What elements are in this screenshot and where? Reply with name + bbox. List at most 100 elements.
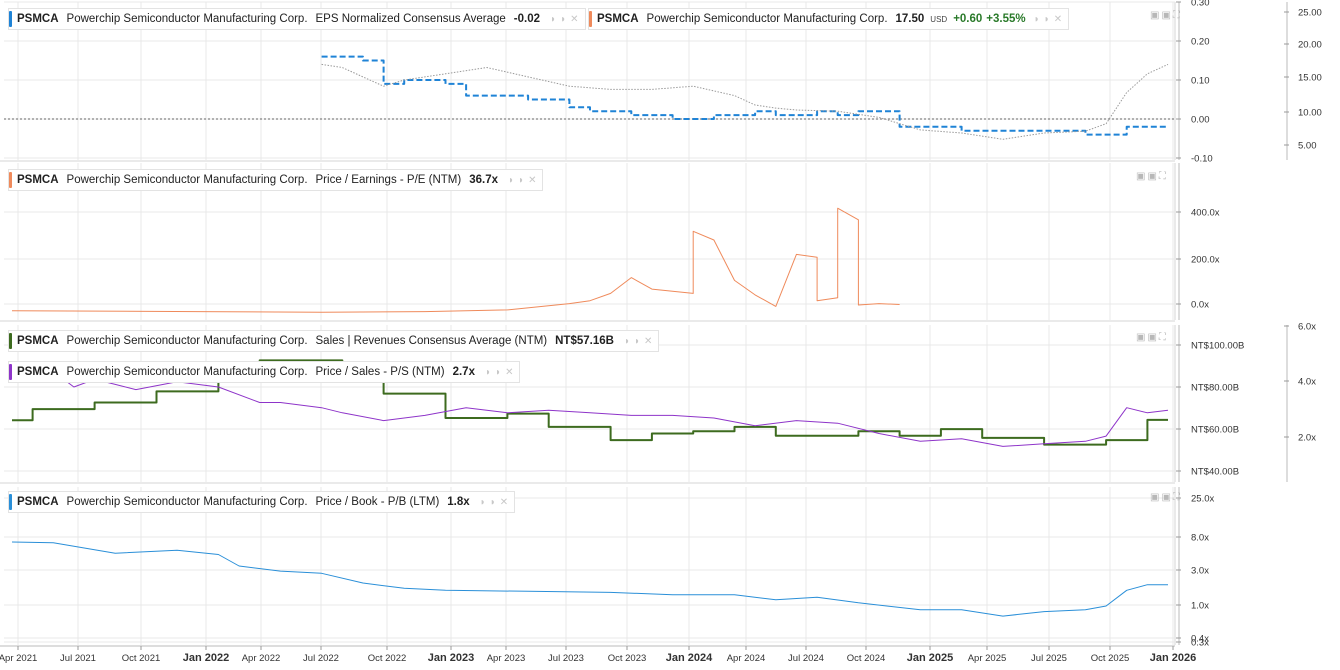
x-tick-label: Jul 2022 (303, 653, 339, 664)
legend-company: Powerchip Semiconductor Manufacturing Co… (66, 366, 308, 378)
legend-ticker: PSMCA (17, 335, 59, 347)
series-line-3-0 (11, 541, 1168, 617)
close-icon[interactable]: ✕ (570, 13, 579, 25)
legend-company: Powerchip Semiconductor Manufacturing Co… (66, 13, 308, 25)
y-axis-3-0: 25.0x 8.0x 3.0x 1.0x 0.4x0.3x (1176, 487, 1214, 649)
legend-ticker: PSMCA (17, 174, 59, 186)
drop-icon[interactable]: ◗ (560, 13, 567, 25)
legend-ticker: PSMCA (597, 13, 639, 25)
x-tick-label: Oct 2022 (368, 653, 407, 664)
x-tick-label: Apr 2023 (487, 653, 526, 664)
drop-icon[interactable]: ◗ (550, 13, 557, 25)
y-tick-label: 0.00 (1191, 115, 1210, 126)
x-tick-label: Apr 2025 (968, 653, 1007, 664)
y-tick-label: NT$40.00B (1191, 467, 1239, 478)
drop-icon[interactable]: ◗ (479, 496, 486, 508)
y-axis-2-0: NT$100.00B NT$80.00B NT$60.00B NT$40.00B (1176, 325, 1244, 482)
y-tick-label: 3.0x (1191, 566, 1209, 577)
panel-controls-icon[interactable]: ▣▣⛶ (1150, 492, 1182, 503)
x-tick-label: Jul 2023 (548, 653, 584, 664)
legend-value: 17.50 (895, 13, 925, 25)
drop-icon[interactable]: ◗ (623, 335, 630, 347)
x-tick-label: Apr 2021 (0, 653, 37, 664)
x-tick-label: Jan 2026 (1150, 652, 1196, 664)
legend-ps[interactable]: PSMCA Powerchip Semiconductor Manufacturi… (8, 361, 521, 383)
legend-sales[interactable]: PSMCA Powerchip Semiconductor Manufacturi… (8, 330, 660, 352)
y-tick-label: NT$60.00B (1191, 425, 1239, 436)
legend-change: +0.60 (953, 13, 983, 25)
legend-pb[interactable]: PSMCA Powerchip Semiconductor Manufacturi… (8, 491, 516, 513)
drop-icon[interactable]: ◗ (1043, 13, 1050, 25)
legend-price[interactable]: PSMCA Powerchip Semiconductor Manufacturi… (588, 8, 1070, 30)
legend-metric: Price / Sales - P/S (NTM) (315, 366, 445, 378)
y-tick-label: NT$100.00B (1191, 341, 1244, 352)
x-axis: Apr 2021 Jul 2021 Oct 2021 Jan 2022 Apr 2022… (0, 645, 1196, 664)
legend-swatch (9, 494, 12, 510)
y-tick-label: -0.10 (1191, 154, 1213, 165)
x-tick-label: Jul 2025 (1031, 653, 1067, 664)
legend-change-pct: +3.55% (986, 13, 1026, 25)
drop-icon[interactable]: ◗ (489, 496, 496, 508)
y-tick-label: 25.0x (1191, 494, 1214, 505)
y-tick-label: 2.0x (1298, 433, 1316, 444)
y-tick-label: 6.0x (1298, 322, 1316, 333)
legend-swatch (9, 364, 12, 380)
legend-ticker: PSMCA (17, 496, 59, 508)
y-tick-label: 0.10 (1191, 76, 1210, 87)
series-line-0-1 (321, 63, 1169, 140)
y-tick-label: 400.0x (1191, 208, 1220, 219)
legend-ticker: PSMCA (17, 13, 59, 25)
y-axis-2-1: 6.0x 4.0x 2.0x (1284, 322, 1316, 482)
panel-controls-icon[interactable]: ▣▣⛶ (1136, 171, 1168, 182)
y-tick-label: 15.00 (1298, 73, 1322, 84)
drop-icon[interactable]: ◗ (508, 174, 515, 186)
drop-icon[interactable]: ◗ (518, 174, 525, 186)
series-line-0-0 (321, 55, 1168, 136)
close-icon[interactable]: ✕ (505, 366, 514, 378)
legend-metric: Price / Book - P/B (LTM) (315, 496, 440, 508)
x-tick-label: Oct 2025 (1091, 653, 1130, 664)
legend-metric: Sales | Revenues Consensus Average (NTM) (315, 335, 548, 347)
drop-icon[interactable]: ◗ (633, 335, 641, 347)
legend-metric: EPS Normalized Consensus Average (315, 13, 506, 25)
x-tick-label: Jul 2024 (788, 653, 824, 664)
x-tick-label: Oct 2021 (122, 653, 161, 664)
legend-ticker: PSMCA (17, 366, 59, 378)
y-tick-label: 0.4x (1191, 634, 1209, 645)
y-tick-label: 0.30 (1191, 0, 1210, 9)
legend-value: 2.7x (452, 366, 475, 378)
panel-controls-icon[interactable]: ▣▣⛶ (1136, 332, 1168, 343)
y-tick-label: 25.00 (1298, 8, 1322, 19)
close-icon[interactable]: ✕ (1053, 13, 1063, 25)
drop-icon[interactable]: ◗ (1033, 13, 1040, 25)
drop-icon[interactable]: ◗ (484, 366, 492, 378)
y-tick-label: 5.00 (1298, 141, 1317, 152)
drop-icon[interactable]: ◗ (495, 366, 502, 378)
panel-controls-icon[interactable]: ▣▣⛶ (1150, 10, 1182, 21)
close-icon[interactable]: ✕ (528, 174, 537, 186)
legend-currency: USD (930, 14, 948, 24)
legend-swatch (589, 11, 592, 27)
legend-value: -0.02 (513, 13, 541, 25)
legend-company: Powerchip Semiconductor Manufacturing Co… (646, 13, 888, 25)
y-tick-label: 0.0x (1191, 300, 1209, 311)
legend-company: Powerchip Semiconductor Manufacturing Co… (66, 174, 308, 186)
y-axis-0-0: 0.30 0.20 0.10 0.00 -0.10 (1176, 0, 1213, 165)
x-tick-label: Apr 2024 (727, 653, 766, 664)
y-tick-label: 0.20 (1191, 37, 1210, 48)
x-tick-label: Apr 2022 (242, 653, 281, 664)
close-icon[interactable]: ✕ (644, 335, 653, 347)
y-axis-0-1: 25.00 20.00 15.00 10.00 5.00 (1284, 2, 1322, 160)
legend-pe[interactable]: PSMCA Powerchip Semiconductor Manufacturi… (8, 169, 544, 191)
legend-company: Powerchip Semiconductor Manufacturing Co… (66, 335, 308, 347)
legend-swatch (9, 11, 12, 27)
y-tick-label: 10.00 (1298, 108, 1322, 119)
x-tick-label: Oct 2024 (847, 653, 886, 664)
y-axis-1-0: 400.0x 200.0x 0.0x (1176, 163, 1220, 320)
y-tick-label: 1.0x (1191, 601, 1209, 612)
series-line-1-0 (11, 207, 900, 313)
close-icon[interactable]: ✕ (499, 496, 509, 508)
legend-swatch (9, 172, 12, 188)
legend-eps[interactable]: PSMCA Powerchip Semiconductor Manufacturi… (8, 8, 586, 30)
legend-value: 1.8x (447, 496, 470, 508)
